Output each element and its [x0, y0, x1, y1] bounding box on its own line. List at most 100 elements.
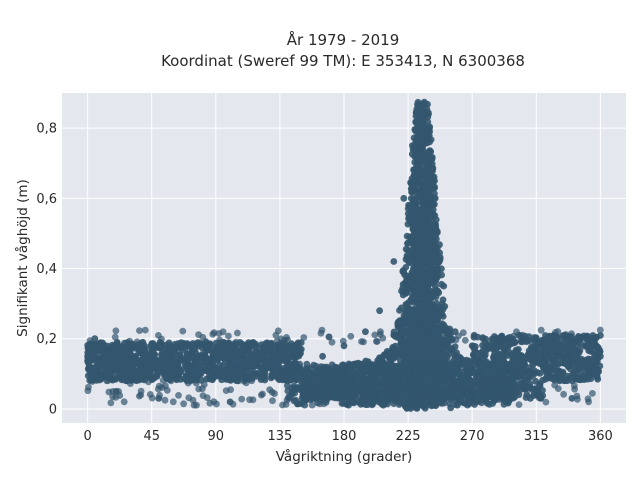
data-point [452, 352, 459, 360]
data-point [126, 368, 134, 376]
data-point [194, 339, 202, 346]
data-point [423, 233, 430, 241]
data-point [225, 376, 233, 384]
data-point [258, 391, 265, 399]
data-point [597, 352, 604, 360]
data-point [305, 367, 313, 375]
data-point [568, 395, 576, 402]
data-point [420, 100, 428, 107]
data-point [403, 254, 411, 261]
data-point [325, 333, 333, 341]
data-point [421, 152, 429, 159]
data-point [394, 393, 402, 401]
data-point [502, 335, 510, 343]
data-point [589, 390, 596, 397]
data-point [515, 401, 523, 408]
data-point [111, 333, 119, 341]
data-point [88, 348, 96, 355]
data-point [519, 353, 527, 361]
data-point [303, 384, 310, 392]
data-point [102, 351, 110, 359]
data-point [323, 376, 331, 384]
data-point [451, 328, 459, 336]
data-point [175, 371, 182, 379]
data-point [419, 392, 427, 400]
data-point [244, 346, 252, 354]
data-point [107, 399, 115, 407]
data-point [523, 391, 531, 398]
data-point [574, 375, 581, 383]
data-point [269, 397, 276, 405]
data-point [426, 124, 433, 132]
data-point [408, 188, 416, 196]
data-point [445, 331, 453, 339]
data-point [412, 118, 420, 126]
data-point [426, 348, 433, 356]
data-point [126, 337, 133, 345]
data-point [504, 376, 512, 383]
data-point [567, 353, 575, 360]
data-point [477, 380, 485, 388]
data-point [291, 363, 299, 371]
data-point [389, 352, 397, 360]
data-point [362, 328, 369, 336]
data-point [547, 346, 554, 354]
data-point [308, 401, 316, 409]
data-point [140, 351, 147, 359]
data-point [502, 383, 510, 391]
data-point [390, 372, 398, 379]
data-point [381, 361, 389, 368]
data-point [480, 364, 488, 371]
x-tick-label: 315 [524, 429, 549, 444]
data-point [110, 375, 118, 383]
data-point [482, 397, 490, 405]
x-tick-label: 225 [396, 429, 421, 444]
data-point [448, 387, 456, 395]
data-point [179, 327, 187, 335]
data-point [244, 359, 252, 367]
data-point [216, 336, 224, 344]
data-point [447, 379, 455, 387]
data-point [405, 312, 413, 320]
data-point [437, 324, 445, 331]
data-point [199, 333, 207, 341]
data-point [166, 342, 174, 350]
data-point [426, 194, 433, 201]
data-point [227, 363, 235, 371]
data-point [421, 196, 428, 204]
data-point [399, 329, 406, 337]
data-point [418, 310, 425, 318]
data-point [571, 385, 578, 393]
data-point [227, 386, 235, 394]
data-point [470, 352, 478, 359]
data-point [85, 383, 92, 391]
data-point [583, 342, 591, 350]
data-point [427, 238, 435, 246]
data-point [282, 400, 290, 408]
data-point [546, 363, 553, 370]
data-point [402, 307, 409, 315]
x-tick-label: 360 [588, 429, 613, 444]
data-point [286, 370, 293, 378]
data-point [543, 336, 551, 344]
data-point [554, 352, 561, 360]
data-point [225, 332, 232, 340]
x-tick-label: 180 [332, 429, 357, 444]
chart-title: År 1979 - 2019 [287, 30, 400, 49]
data-point [415, 223, 423, 231]
data-point [319, 352, 326, 360]
data-point [422, 173, 430, 181]
data-point [526, 380, 534, 388]
data-point [148, 345, 156, 353]
data-point [418, 180, 426, 188]
data-point [297, 339, 305, 346]
data-point [265, 340, 273, 348]
data-point [186, 377, 194, 385]
data-point [233, 375, 241, 383]
data-point [580, 334, 588, 342]
data-point [535, 389, 542, 397]
data-point [112, 327, 120, 335]
data-point [300, 373, 307, 381]
data-point [444, 337, 452, 344]
data-point [158, 357, 165, 364]
